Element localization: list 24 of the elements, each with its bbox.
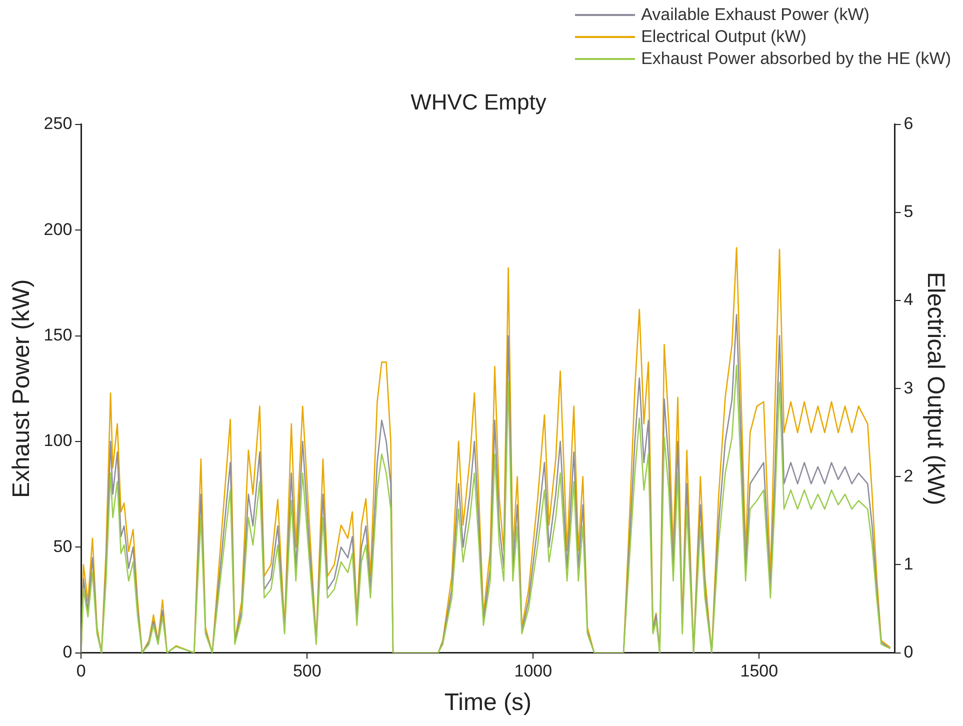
x-axis-title: Time (s): [444, 689, 532, 716]
y-tick-label: 150: [44, 325, 72, 344]
y-tick-label: 100: [44, 431, 72, 450]
y2-tick-label: 0: [904, 642, 914, 662]
y-axis-title: Exhaust Power (kW): [8, 279, 36, 498]
legend-label: Exhaust Power absorbed by the HE (kW): [641, 49, 951, 69]
legend-label: Electrical Output (kW): [641, 27, 806, 47]
x-tick-label: 0: [76, 662, 86, 681]
y2-tick-label: 4: [904, 290, 914, 310]
y2-axis-title: Electrical Output (kW): [922, 272, 949, 506]
y2-tick-label: 2: [904, 466, 914, 486]
y-tick-label: 200: [44, 220, 72, 239]
y2-tick-label: 5: [904, 202, 914, 222]
y-tick-label: 0: [62, 642, 72, 662]
legend-label: Available Exhaust Power (kW): [641, 5, 870, 25]
y-tick-label: 50: [53, 536, 72, 556]
x-tick-label: 1500: [740, 662, 778, 681]
y2-tick-label: 1: [904, 554, 914, 574]
x-tick-label: 1000: [514, 662, 552, 681]
chart-title: WHVC Empty: [410, 89, 546, 114]
x-tick-label: 500: [292, 662, 322, 681]
y2-tick-label: 6: [904, 114, 914, 134]
y-tick-label: 250: [44, 114, 72, 134]
y2-tick-label: 3: [904, 378, 914, 398]
